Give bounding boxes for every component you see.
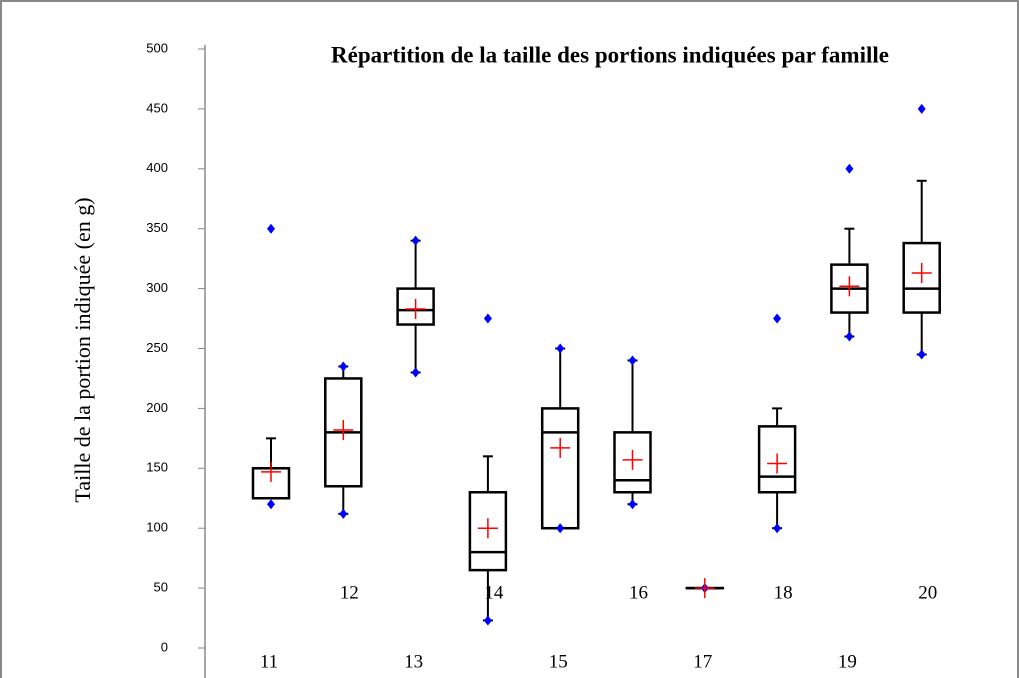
outlier-point <box>411 235 420 246</box>
y-tick-label: 500 <box>146 40 168 55</box>
outlier-point <box>917 103 926 114</box>
box <box>757 425 797 494</box>
y-tick-label: 300 <box>146 280 168 295</box>
outlier-point <box>845 163 854 174</box>
y-tick-label: 200 <box>146 400 168 415</box>
mean-marker <box>333 419 354 440</box>
y-tick-label: 150 <box>146 460 168 475</box>
mean-marker <box>261 461 281 482</box>
mean-marker <box>694 578 715 599</box>
y-tick-label: 100 <box>146 520 168 535</box>
box <box>613 431 652 494</box>
outlier-point <box>773 313 782 324</box>
y-tick-label: 400 <box>146 160 168 175</box>
x-tick-label: 12 <box>340 582 359 603</box>
outlier-point <box>411 367 420 378</box>
x-tick-label: 14 <box>484 582 504 603</box>
outlier-point <box>628 499 637 510</box>
outlier-point <box>556 523 565 534</box>
x-tick-label: 15 <box>549 651 568 672</box>
y-tick-label: 450 <box>146 100 168 115</box>
mean-marker <box>405 298 426 319</box>
outlier-point <box>556 343 565 354</box>
outlier-point <box>339 361 348 372</box>
x-tick-label: 11 <box>260 651 278 672</box>
outlier-point <box>845 331 854 342</box>
outlier-point <box>773 523 782 534</box>
outlier-point <box>339 508 348 519</box>
outlier-point <box>267 223 275 234</box>
outlier-point <box>628 355 637 366</box>
x-tick-label: 16 <box>629 582 648 603</box>
outlier-point <box>917 349 926 360</box>
x-tick-label: 18 <box>774 582 793 603</box>
x-tick-label: 20 <box>918 582 937 603</box>
y-tick-label: 50 <box>154 580 168 595</box>
y-tick-label: 350 <box>146 220 168 235</box>
mean-marker <box>622 449 643 470</box>
mean-marker <box>839 276 860 297</box>
box <box>468 491 508 572</box>
y-tick-label: 250 <box>146 340 168 355</box>
mean-marker <box>477 518 498 539</box>
mean-marker <box>550 437 571 458</box>
box <box>902 241 941 314</box>
outlier-point <box>483 313 492 324</box>
mean-marker <box>767 453 788 474</box>
x-tick-label: 19 <box>838 651 857 672</box>
x-tick-label: 17 <box>693 651 712 672</box>
x-tick-label: 13 <box>404 651 423 672</box>
y-tick-label: 0 <box>161 639 168 654</box>
outlier-point <box>267 499 275 510</box>
outlier-point <box>483 615 492 626</box>
chart-title: Répartition de la taille des portions in… <box>331 42 889 67</box>
box <box>396 287 435 326</box>
y-axis-label: Taille de la portion indiquée (en g) <box>70 197 95 502</box>
mean-marker <box>911 263 932 284</box>
